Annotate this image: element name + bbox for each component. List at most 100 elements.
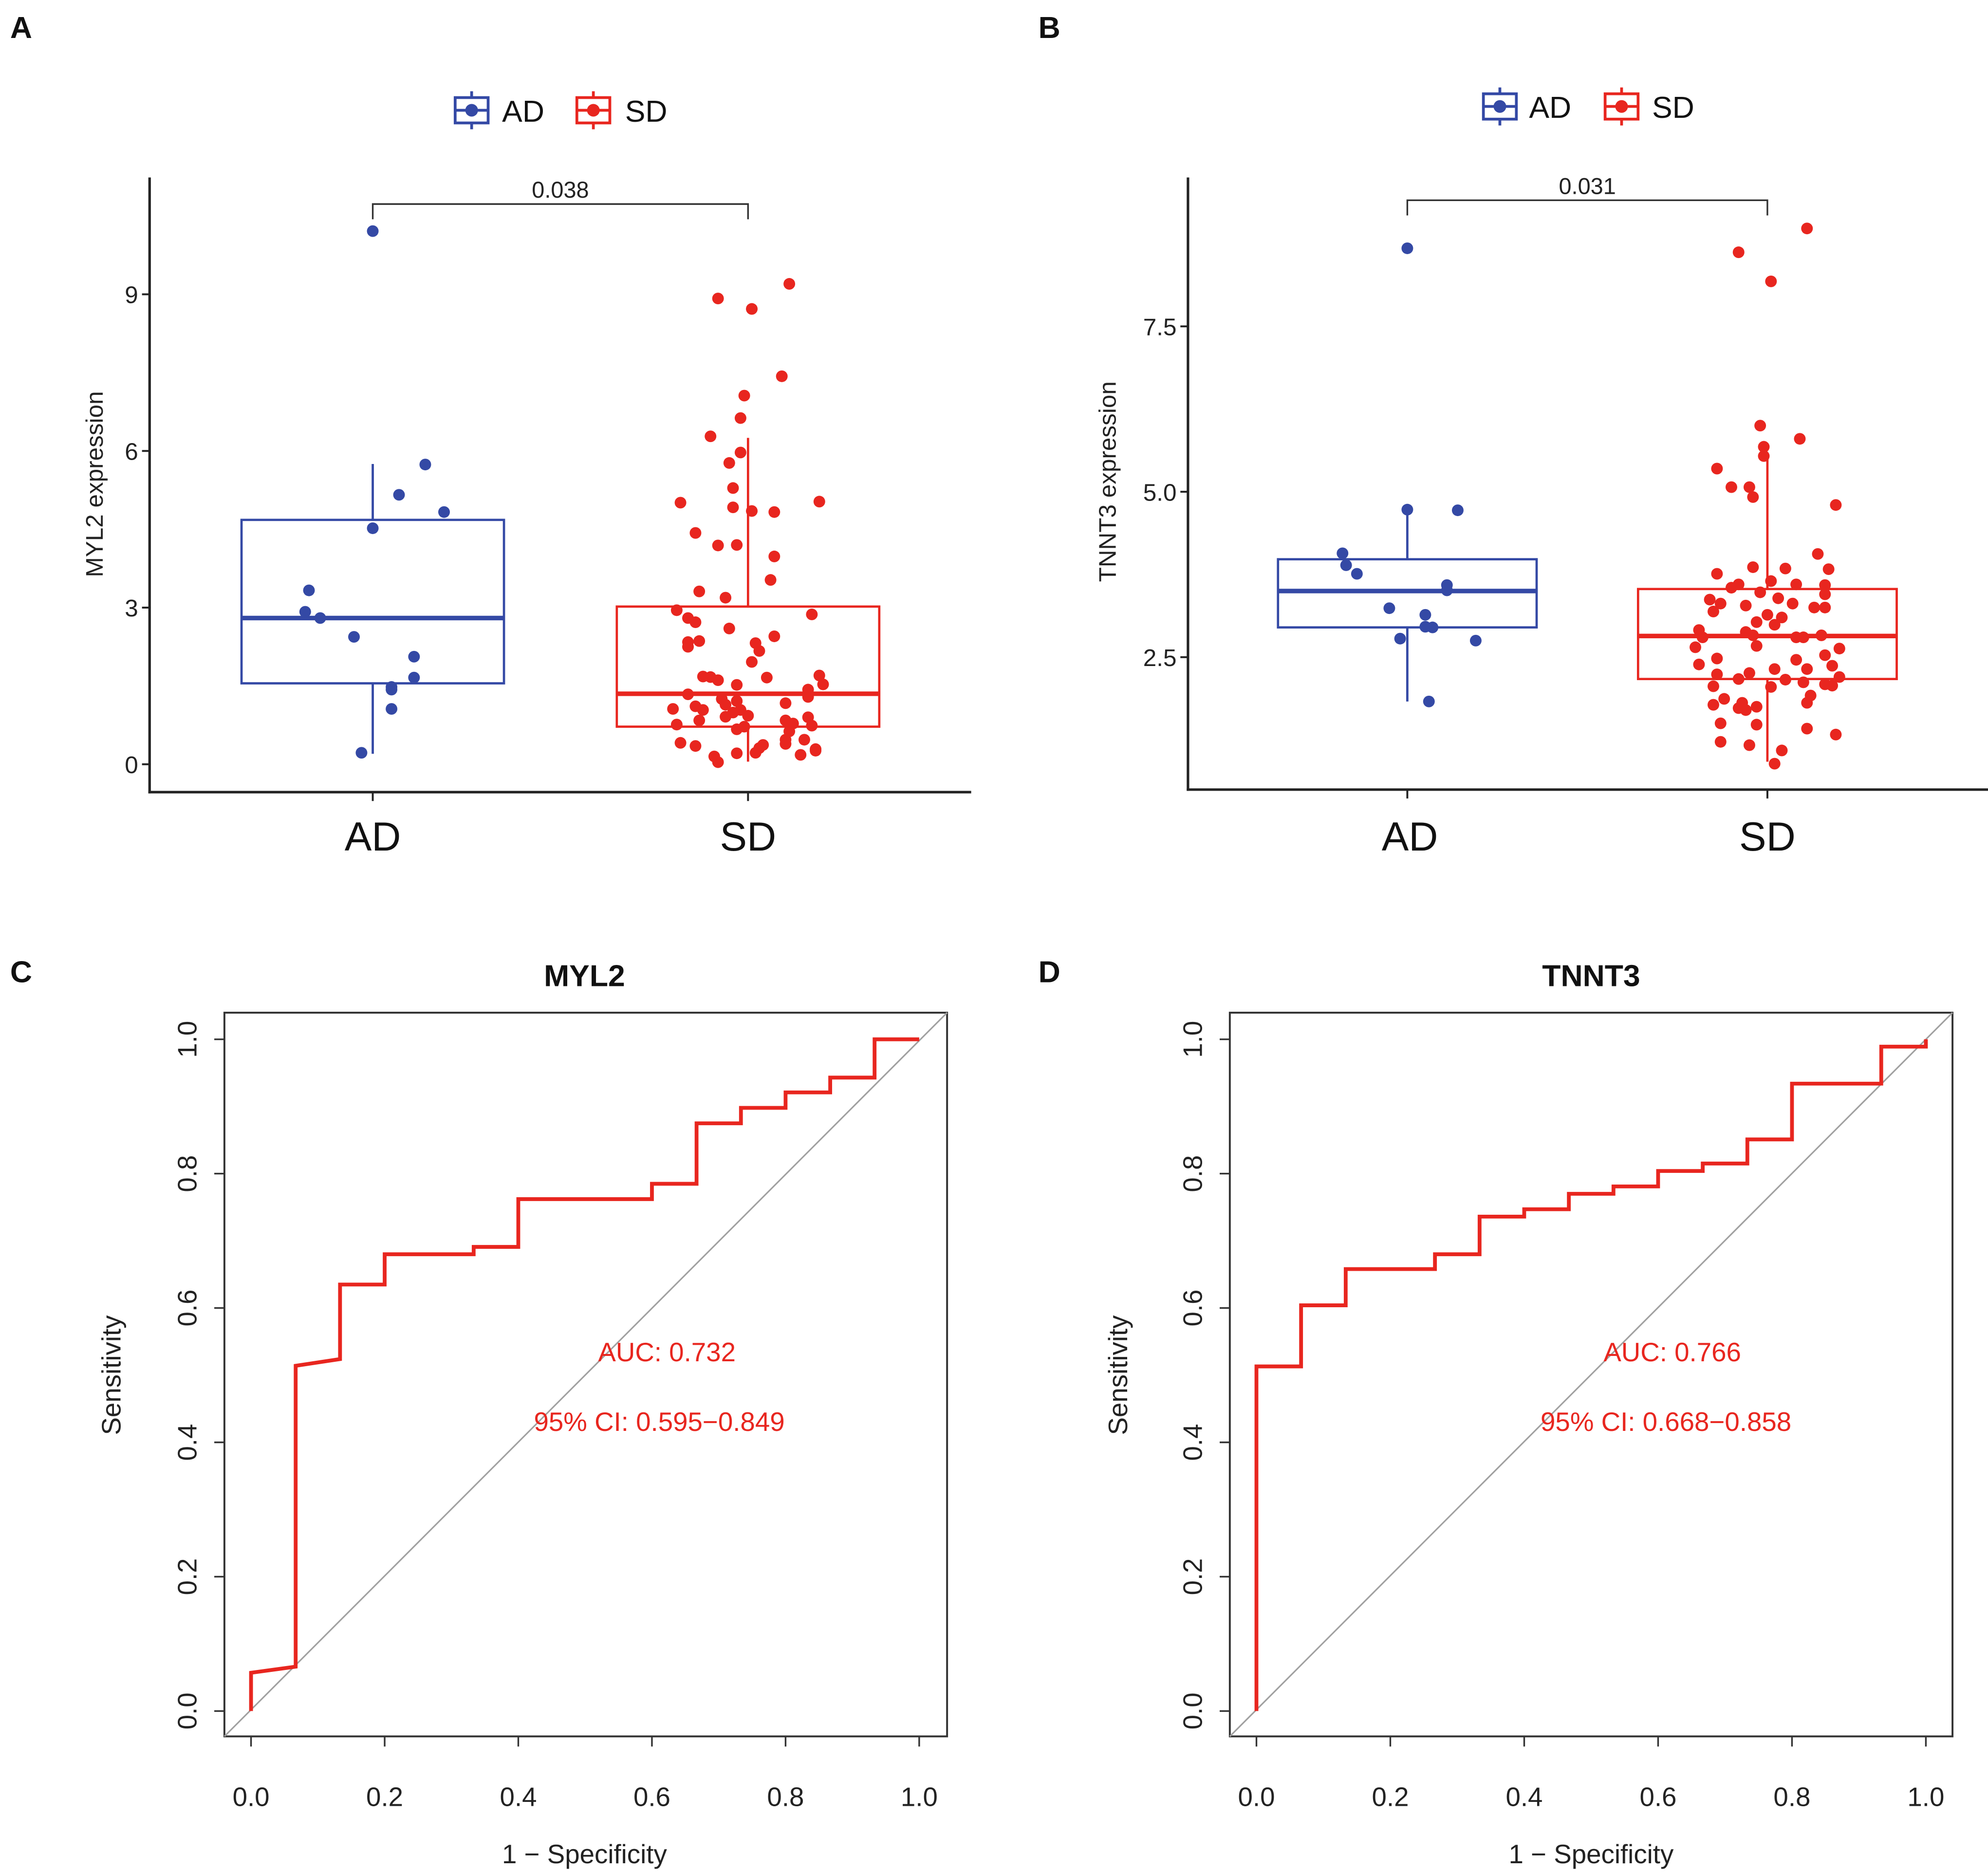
data-point-sd [720, 592, 732, 604]
data-point-sd [1747, 491, 1759, 503]
data-point-sd [1708, 699, 1719, 711]
data-point-sd [1768, 663, 1781, 675]
panel-b: B AD SD TNNT3 expression 2.5 5.0 7.5 [1039, 11, 1988, 859]
data-point-sd [1747, 561, 1759, 573]
x-tick-label: 0.4 [500, 1782, 537, 1812]
data-point-sd [670, 719, 683, 731]
roc-curve [249, 1037, 919, 1711]
y-ticks-a: 0 3 6 9 [125, 282, 150, 778]
box-ad [240, 519, 505, 685]
data-point-sd [723, 622, 735, 634]
x-tick-label: 0.8 [767, 1782, 804, 1812]
y-tick-label: 1.0 [173, 1021, 203, 1058]
data-point-sd [1696, 631, 1709, 643]
data-point-ad [1441, 584, 1453, 596]
data-point-sd [1797, 676, 1809, 688]
data-point-sd [1711, 652, 1723, 665]
y-tick-label: 0.0 [1178, 1692, 1208, 1729]
data-point-sd [817, 678, 829, 690]
data-point-sd [1801, 723, 1813, 735]
legend-a: AD SD [453, 91, 668, 130]
data-point-sd [689, 527, 702, 539]
data-point-sd [731, 747, 743, 760]
data-point-sd [1765, 275, 1777, 287]
x-tick-label-sd: SD [1739, 814, 1796, 859]
x-tick-label: 0.6 [633, 1782, 670, 1812]
data-point-sd [1732, 246, 1745, 259]
data-point-ad [348, 631, 360, 643]
roc-title-c: MYL2 [544, 959, 625, 993]
data-point-sd [813, 669, 825, 682]
legend-b: AD SD [1482, 87, 1694, 126]
panel-c: C MYL2 0.0 0.2 0.4 0.6 0.8 1.0 0.0 0.2 0.4 0.6 0.8… [10, 955, 948, 1869]
panel-label-c: C [10, 955, 32, 989]
x-tick-label: 0.8 [1773, 1782, 1810, 1812]
data-point-sd [1743, 481, 1755, 493]
data-point-ad [367, 522, 379, 534]
data-point-ad [1427, 621, 1439, 633]
roc-title-d: TNNT3 [1542, 959, 1640, 993]
plot-frame-d [1228, 1012, 1954, 1738]
data-point-ad [1394, 632, 1406, 645]
data-point-sd [738, 721, 750, 733]
data-point-sd [1743, 739, 1755, 751]
data-point-sd [693, 585, 706, 597]
data-point-sd [806, 720, 818, 732]
y-tick-label: 3 [125, 595, 138, 622]
data-point-ad [1401, 503, 1413, 516]
data-point-ad [1337, 547, 1349, 559]
data-point-sd [720, 699, 732, 711]
p-value-a: 0.038 [532, 177, 589, 203]
data-point-sd [727, 501, 739, 514]
data-point-sd [1761, 609, 1773, 621]
legend-label-sd: SD [1652, 91, 1694, 125]
roc-curve [1254, 1039, 1928, 1711]
data-point-sd [761, 671, 773, 684]
data-point-sd [697, 704, 709, 716]
data-point-sd [768, 506, 780, 518]
data-point-sd [1768, 758, 1781, 770]
x-tick-label-sd: SD [720, 814, 776, 859]
data-point-sd [1758, 450, 1770, 462]
x-tick-label: 0.4 [1505, 1782, 1542, 1812]
data-point-sd [674, 497, 687, 509]
data-point-sd [1772, 592, 1784, 604]
y-tick-label: 1.0 [1178, 1021, 1208, 1058]
data-point-sd [1819, 579, 1831, 591]
data-point-sd [746, 303, 758, 315]
data-point-ad [419, 459, 431, 471]
legend-label-sd: SD [625, 94, 668, 129]
data-point-sd [712, 756, 724, 768]
data-point-sd [1758, 441, 1770, 453]
x-tick-label-ad: AD [1382, 814, 1438, 859]
panel-label-a: A [10, 11, 32, 45]
data-point-sd [1776, 612, 1788, 624]
data-point-sd [734, 412, 746, 424]
data-point-sd [780, 738, 792, 750]
auc-label-d: AUC: 0.766 [1603, 1337, 1741, 1367]
x-tick-label: 1.0 [901, 1782, 938, 1812]
y-tick-label: 9 [125, 282, 138, 309]
data-point-ad [408, 671, 420, 684]
data-point-ad [1401, 242, 1413, 254]
data-point-sd [689, 740, 702, 752]
y-tick-label: 0.6 [173, 1290, 203, 1327]
y-tick-label: 0.4 [1178, 1424, 1208, 1461]
data-point-sd [734, 446, 746, 459]
data-point-sd [1815, 629, 1827, 641]
box-plot-b [1277, 222, 1898, 770]
data-point-ad [314, 612, 326, 624]
y-axis-title-c: Sensitivity [96, 1315, 126, 1435]
auc-label-c: AUC: 0.732 [598, 1337, 736, 1367]
data-point-sd [1714, 597, 1727, 610]
data-point-sd [1732, 578, 1745, 591]
data-point-ad [1419, 609, 1431, 621]
data-point-sd [746, 656, 758, 668]
data-point-sd [753, 645, 765, 657]
y-tick-label: 0.4 [173, 1424, 203, 1461]
y-tick-label: 6 [125, 438, 138, 465]
data-point-sd [1718, 693, 1730, 705]
data-point-sd [1747, 629, 1759, 641]
box-sd [615, 605, 881, 728]
